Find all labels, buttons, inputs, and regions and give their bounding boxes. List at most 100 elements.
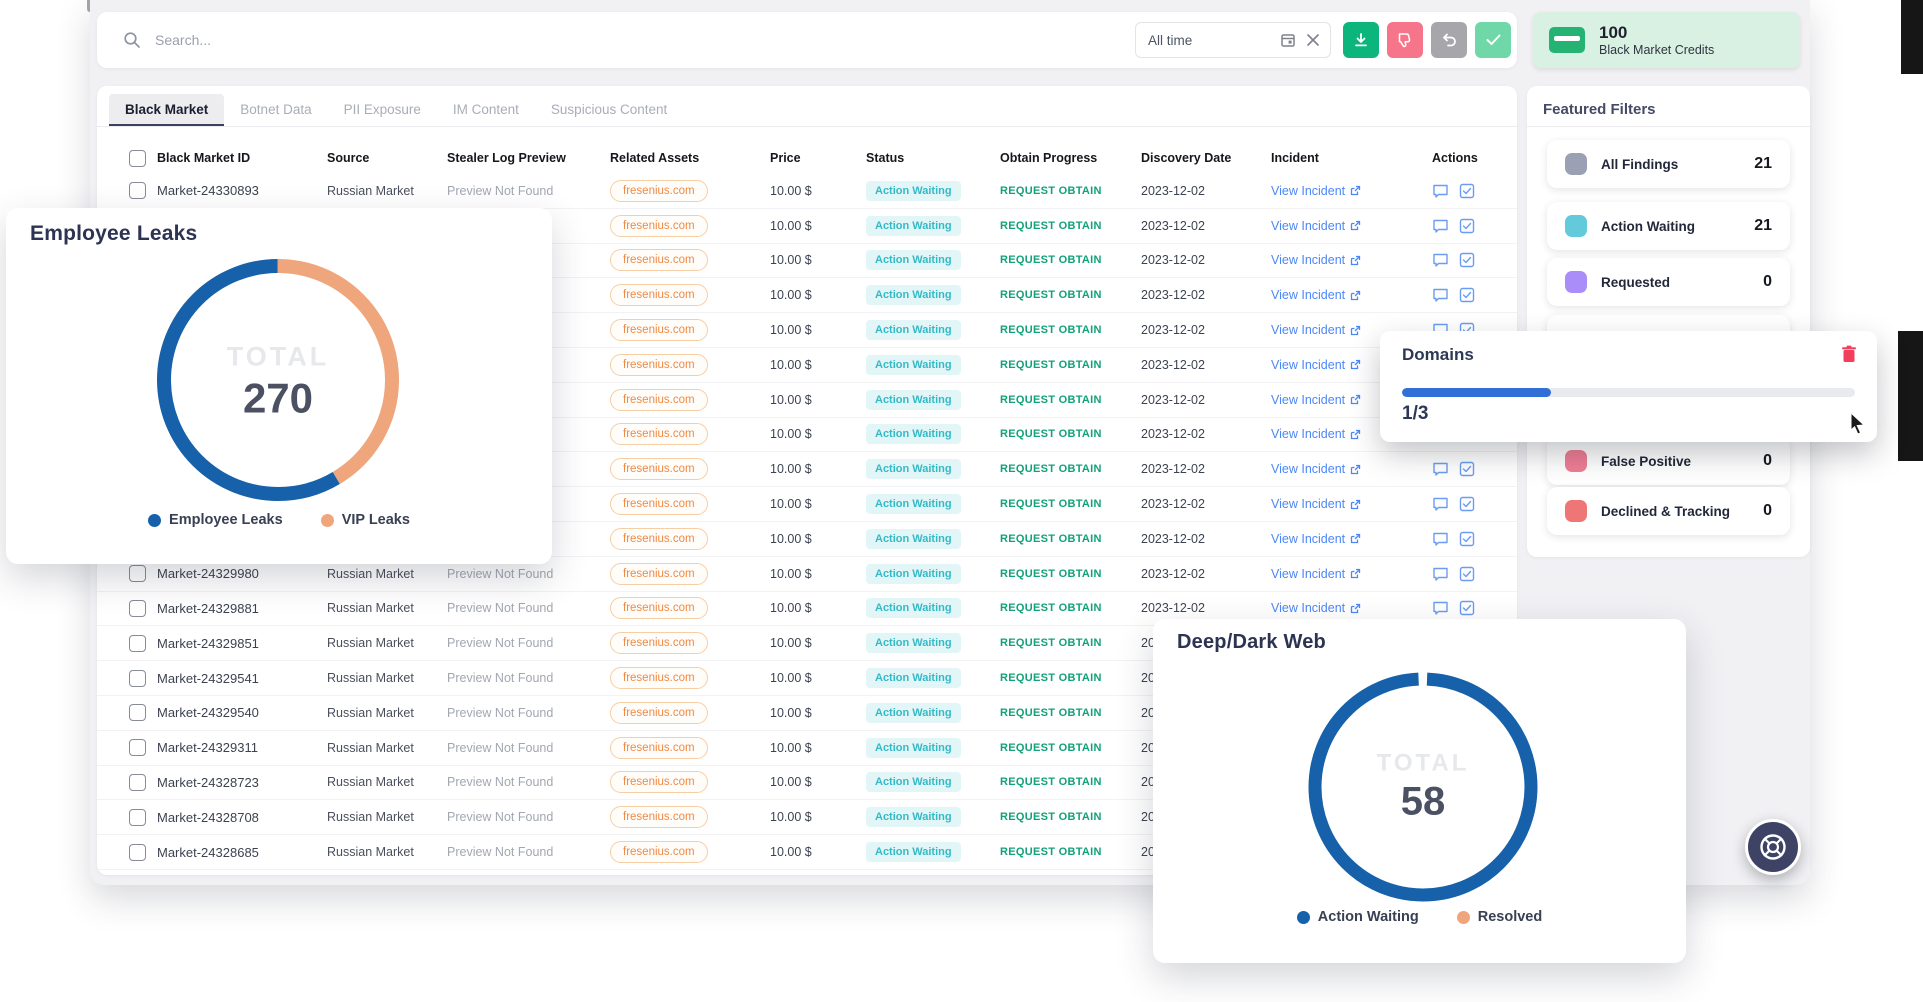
resolve-check-icon[interactable] xyxy=(1459,566,1475,582)
resolve-check-icon[interactable] xyxy=(1459,183,1475,199)
tab-botnet-data[interactable]: Botnet Data xyxy=(240,102,312,117)
resolve-check-icon[interactable] xyxy=(1459,218,1475,234)
comment-icon[interactable] xyxy=(1432,531,1449,547)
comment-icon[interactable] xyxy=(1432,218,1449,234)
row-checkbox[interactable] xyxy=(129,739,146,757)
related-asset-chip[interactable]: fresenius.com xyxy=(610,458,708,481)
resolve-check-icon[interactable] xyxy=(1459,531,1475,547)
request-obtain-button[interactable]: REQUEST OBTAIN xyxy=(1000,637,1102,650)
request-obtain-button[interactable]: REQUEST OBTAIN xyxy=(1000,393,1102,406)
request-obtain-button[interactable]: REQUEST OBTAIN xyxy=(1000,846,1102,859)
related-asset-chip[interactable]: fresenius.com xyxy=(610,319,708,342)
row-checkbox[interactable] xyxy=(129,599,146,617)
related-asset-chip[interactable]: fresenius.com xyxy=(610,214,708,237)
row-checkbox[interactable] xyxy=(129,669,146,687)
request-obtain-button[interactable]: REQUEST OBTAIN xyxy=(1000,428,1102,441)
request-obtain-button[interactable]: REQUEST OBTAIN xyxy=(1000,602,1102,615)
filter-card-all-findings[interactable]: All Findings 21 xyxy=(1547,140,1790,188)
related-asset-chip[interactable]: fresenius.com xyxy=(610,841,708,864)
related-asset-chip[interactable]: fresenius.com xyxy=(610,701,708,724)
related-asset-chip[interactable]: fresenius.com xyxy=(610,771,708,794)
tab-black-market[interactable]: Black Market xyxy=(109,94,225,126)
related-asset-chip[interactable]: fresenius.com xyxy=(610,179,708,202)
request-obtain-button[interactable]: REQUEST OBTAIN xyxy=(1000,776,1102,789)
related-asset-chip[interactable]: fresenius.com xyxy=(610,806,708,829)
search-input[interactable] xyxy=(153,31,657,49)
row-checkbox[interactable] xyxy=(129,634,146,652)
comment-icon[interactable] xyxy=(1432,183,1449,199)
row-checkbox[interactable] xyxy=(129,704,146,722)
view-incident-link[interactable]: View Incident xyxy=(1271,184,1361,198)
related-asset-chip[interactable]: fresenius.com xyxy=(610,597,708,620)
request-obtain-button[interactable]: REQUEST OBTAIN xyxy=(1000,741,1102,754)
related-asset-chip[interactable]: fresenius.com xyxy=(610,493,708,516)
resolve-check-icon[interactable] xyxy=(1459,287,1475,303)
view-incident-link[interactable]: View Incident xyxy=(1271,253,1361,267)
request-obtain-button[interactable]: REQUEST OBTAIN xyxy=(1000,567,1102,580)
resolve-check-icon[interactable] xyxy=(1459,600,1475,616)
request-obtain-button[interactable]: REQUEST OBTAIN xyxy=(1000,498,1102,511)
related-asset-chip[interactable]: fresenius.com xyxy=(610,632,708,655)
select-all-checkbox[interactable] xyxy=(129,149,146,167)
related-asset-chip[interactable]: fresenius.com xyxy=(610,423,708,446)
resolve-check-icon[interactable] xyxy=(1459,461,1475,477)
related-asset-chip[interactable]: fresenius.com xyxy=(610,388,708,411)
related-asset-chip[interactable]: fresenius.com xyxy=(610,667,708,690)
request-obtain-button[interactable]: REQUEST OBTAIN xyxy=(1000,811,1102,824)
view-incident-link[interactable]: View Incident xyxy=(1271,462,1361,476)
undo-button[interactable] xyxy=(1431,22,1467,58)
row-checkbox[interactable] xyxy=(129,565,146,583)
filter-card-action-waiting[interactable]: Action Waiting 21 xyxy=(1547,202,1790,250)
view-incident-link[interactable]: View Incident xyxy=(1271,393,1361,407)
filter-card-requested[interactable]: Requested 0 xyxy=(1547,258,1790,306)
related-asset-chip[interactable]: fresenius.com xyxy=(610,249,708,272)
row-checkbox[interactable] xyxy=(129,808,146,826)
view-incident-link[interactable]: View Incident xyxy=(1271,601,1361,615)
download-button[interactable] xyxy=(1343,22,1379,58)
tab-pii-exposure[interactable]: PII Exposure xyxy=(343,102,421,117)
row-checkbox[interactable] xyxy=(129,843,146,861)
view-incident-link[interactable]: View Incident xyxy=(1271,567,1361,581)
request-obtain-button[interactable]: REQUEST OBTAIN xyxy=(1000,254,1102,267)
filter-card-declined-tracking[interactable]: Declined & Tracking 0 xyxy=(1547,487,1790,535)
comment-icon[interactable] xyxy=(1432,600,1449,616)
filter-card-false-positive[interactable]: False Positive 0 xyxy=(1547,437,1790,485)
confirm-button[interactable] xyxy=(1475,22,1511,58)
resolve-check-icon[interactable] xyxy=(1459,252,1475,268)
view-incident-link[interactable]: View Incident xyxy=(1271,532,1361,546)
related-asset-chip[interactable]: fresenius.com xyxy=(610,353,708,376)
comment-icon[interactable] xyxy=(1432,461,1449,477)
view-incident-link[interactable]: View Incident xyxy=(1271,288,1361,302)
request-obtain-button[interactable]: REQUEST OBTAIN xyxy=(1000,324,1102,337)
request-obtain-button[interactable]: REQUEST OBTAIN xyxy=(1000,463,1102,476)
comment-icon[interactable] xyxy=(1432,566,1449,582)
request-obtain-button[interactable]: REQUEST OBTAIN xyxy=(1000,289,1102,302)
view-incident-link[interactable]: View Incident xyxy=(1271,497,1361,511)
row-checkbox[interactable] xyxy=(129,182,146,200)
help-button[interactable] xyxy=(1745,819,1801,875)
related-asset-chip[interactable]: fresenius.com xyxy=(610,284,708,307)
request-obtain-button[interactable]: REQUEST OBTAIN xyxy=(1000,184,1102,197)
tab-suspicious-content[interactable]: Suspicious Content xyxy=(550,102,668,117)
request-obtain-button[interactable]: REQUEST OBTAIN xyxy=(1000,219,1102,232)
request-obtain-button[interactable]: REQUEST OBTAIN xyxy=(1000,672,1102,685)
comment-icon[interactable] xyxy=(1432,252,1449,268)
comment-icon[interactable] xyxy=(1432,287,1449,303)
related-asset-chip[interactable]: fresenius.com xyxy=(610,562,708,585)
request-obtain-button[interactable]: REQUEST OBTAIN xyxy=(1000,532,1102,545)
row-checkbox[interactable] xyxy=(129,773,146,791)
view-incident-link[interactable]: View Incident xyxy=(1271,323,1361,337)
tab-im-content[interactable]: IM Content xyxy=(452,102,519,117)
delete-toast-button[interactable] xyxy=(1841,345,1857,366)
related-asset-chip[interactable]: fresenius.com xyxy=(610,527,708,550)
request-obtain-button[interactable]: REQUEST OBTAIN xyxy=(1000,358,1102,371)
view-incident-link[interactable]: View Incident xyxy=(1271,427,1361,441)
comment-icon[interactable] xyxy=(1432,496,1449,512)
resolve-check-icon[interactable] xyxy=(1459,496,1475,512)
related-asset-chip[interactable]: fresenius.com xyxy=(610,736,708,759)
search-box[interactable] xyxy=(97,31,1135,49)
view-incident-link[interactable]: View Incident xyxy=(1271,358,1361,372)
request-obtain-button[interactable]: REQUEST OBTAIN xyxy=(1000,706,1102,719)
date-range-filter[interactable]: All time xyxy=(1135,22,1331,58)
dislike-button[interactable] xyxy=(1387,22,1423,58)
